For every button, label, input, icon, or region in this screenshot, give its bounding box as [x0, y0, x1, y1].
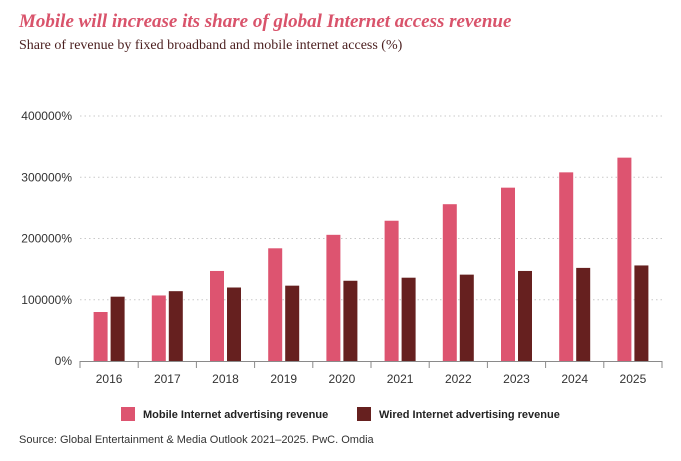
bar-wired: [227, 287, 241, 361]
bar-mobile: [559, 172, 574, 361]
bar-mobile: [384, 220, 399, 361]
bar-wired: [576, 267, 591, 361]
bar-mobile: [617, 157, 632, 361]
bar-mobile: [151, 295, 166, 361]
source-note: Source: Global Entertainment & Media Out…: [19, 434, 374, 446]
bar-wired: [168, 291, 183, 361]
x-tick-label: 2025: [620, 372, 647, 386]
bar-wired: [285, 285, 300, 361]
x-tick-label: 2021: [387, 372, 414, 386]
y-tick-label: 100000%: [21, 293, 72, 307]
x-tick-label: 2018: [212, 372, 239, 386]
legend-label-mobile: Mobile Internet advertising revenue: [143, 409, 328, 421]
legend-swatch-wired: [357, 407, 371, 421]
y-tick-label: 0%: [55, 354, 73, 368]
x-tick-label: 2016: [96, 372, 123, 386]
bar-mobile: [442, 204, 457, 361]
bar-wired: [343, 280, 358, 361]
bar-mobile: [93, 312, 108, 361]
chart-title: Mobile will increase its share of global…: [19, 11, 512, 32]
bar-mobile: [210, 270, 224, 361]
bar-mobile: [268, 248, 283, 361]
y-tick-label: 200000%: [21, 232, 72, 246]
chart-subtitle: Share of revenue by fixed broadband and …: [19, 38, 403, 53]
x-tick-label: 2022: [445, 372, 472, 386]
legend-label-wired: Wired Internet advertising revenue: [379, 409, 560, 421]
x-tick-label: 2017: [154, 372, 181, 386]
x-tick-label: 2020: [329, 372, 356, 386]
bar-wired: [401, 277, 416, 361]
x-tick-label: 2023: [503, 372, 530, 386]
bar-mobile: [501, 187, 515, 361]
y-tick-label: 400000%: [21, 109, 72, 123]
x-tick-label: 2019: [270, 372, 297, 386]
bar-wired: [459, 274, 474, 361]
bar-wired: [518, 270, 532, 361]
bar-wired: [634, 265, 649, 361]
bar-mobile: [326, 234, 341, 361]
y-tick-label: 300000%: [21, 170, 72, 184]
legend-swatch-mobile: [121, 407, 135, 421]
x-tick-label: 2024: [561, 372, 588, 386]
bar-wired: [110, 296, 125, 361]
